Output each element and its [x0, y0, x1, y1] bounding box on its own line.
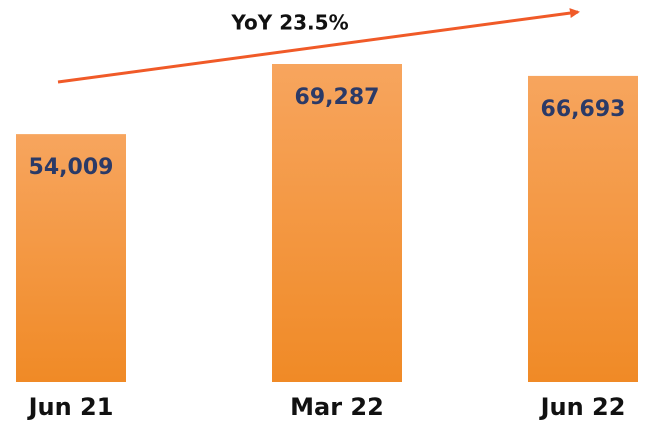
x-tick-label: Jun 21	[27, 393, 114, 421]
x-tick-label: Jun 22	[539, 393, 626, 421]
value-label: 66,693	[541, 97, 626, 122]
annotation: YoY 23.5%	[230, 11, 348, 35]
bar	[528, 75, 638, 383]
value-label: 54,009	[29, 155, 114, 180]
bar	[272, 64, 402, 382]
value-label: 69,287	[295, 85, 380, 110]
bar	[16, 134, 126, 382]
x-tick-label: Mar 22	[290, 393, 384, 421]
trend-arrow	[57, 8, 580, 84]
